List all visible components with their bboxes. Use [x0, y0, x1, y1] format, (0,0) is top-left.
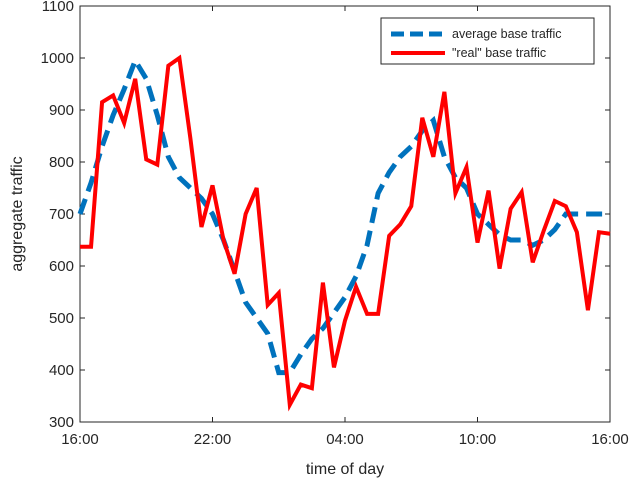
- series-line-average: [77, 54, 610, 376]
- legend: average base traffic "real" base traffic: [380, 17, 595, 65]
- y-tick-label: 1100: [42, 0, 74, 15]
- x-tick-label: 04:00: [326, 431, 364, 448]
- x-axis-label: time of day: [306, 461, 384, 478]
- y-axis-label: aggregate traffic: [9, 156, 26, 271]
- series-line-real: [80, 54, 611, 412]
- x-tick-label: 16:00: [591, 431, 629, 448]
- x-tick-label: 10:00: [459, 431, 497, 448]
- y-tick-label: 700: [49, 206, 74, 223]
- plot-area: [79, 5, 611, 423]
- y-tick-label: 600: [49, 258, 74, 275]
- series-lines: [77, 54, 611, 412]
- y-tick-label: 400: [49, 362, 74, 379]
- x-tick-label: 22:00: [194, 431, 232, 448]
- y-tick-label: 300: [49, 414, 74, 431]
- y-tick-label: 1000: [41, 50, 74, 67]
- legend-box: [380, 17, 595, 65]
- axis-tick-labels: 300 400 500 600 700 800 900 1000 1100 16:00 22:00 0…: [41, 0, 629, 448]
- y-tick-label: 800: [49, 154, 74, 171]
- y-tick-label: 500: [49, 310, 74, 327]
- y-tick-label: 900: [49, 102, 74, 119]
- x-tick-label: 16:00: [61, 431, 99, 448]
- axis-ticks: [79, 5, 611, 423]
- legend-label-real: "real" base traffic: [452, 46, 546, 60]
- legend-label-average: average base traffic: [452, 27, 562, 41]
